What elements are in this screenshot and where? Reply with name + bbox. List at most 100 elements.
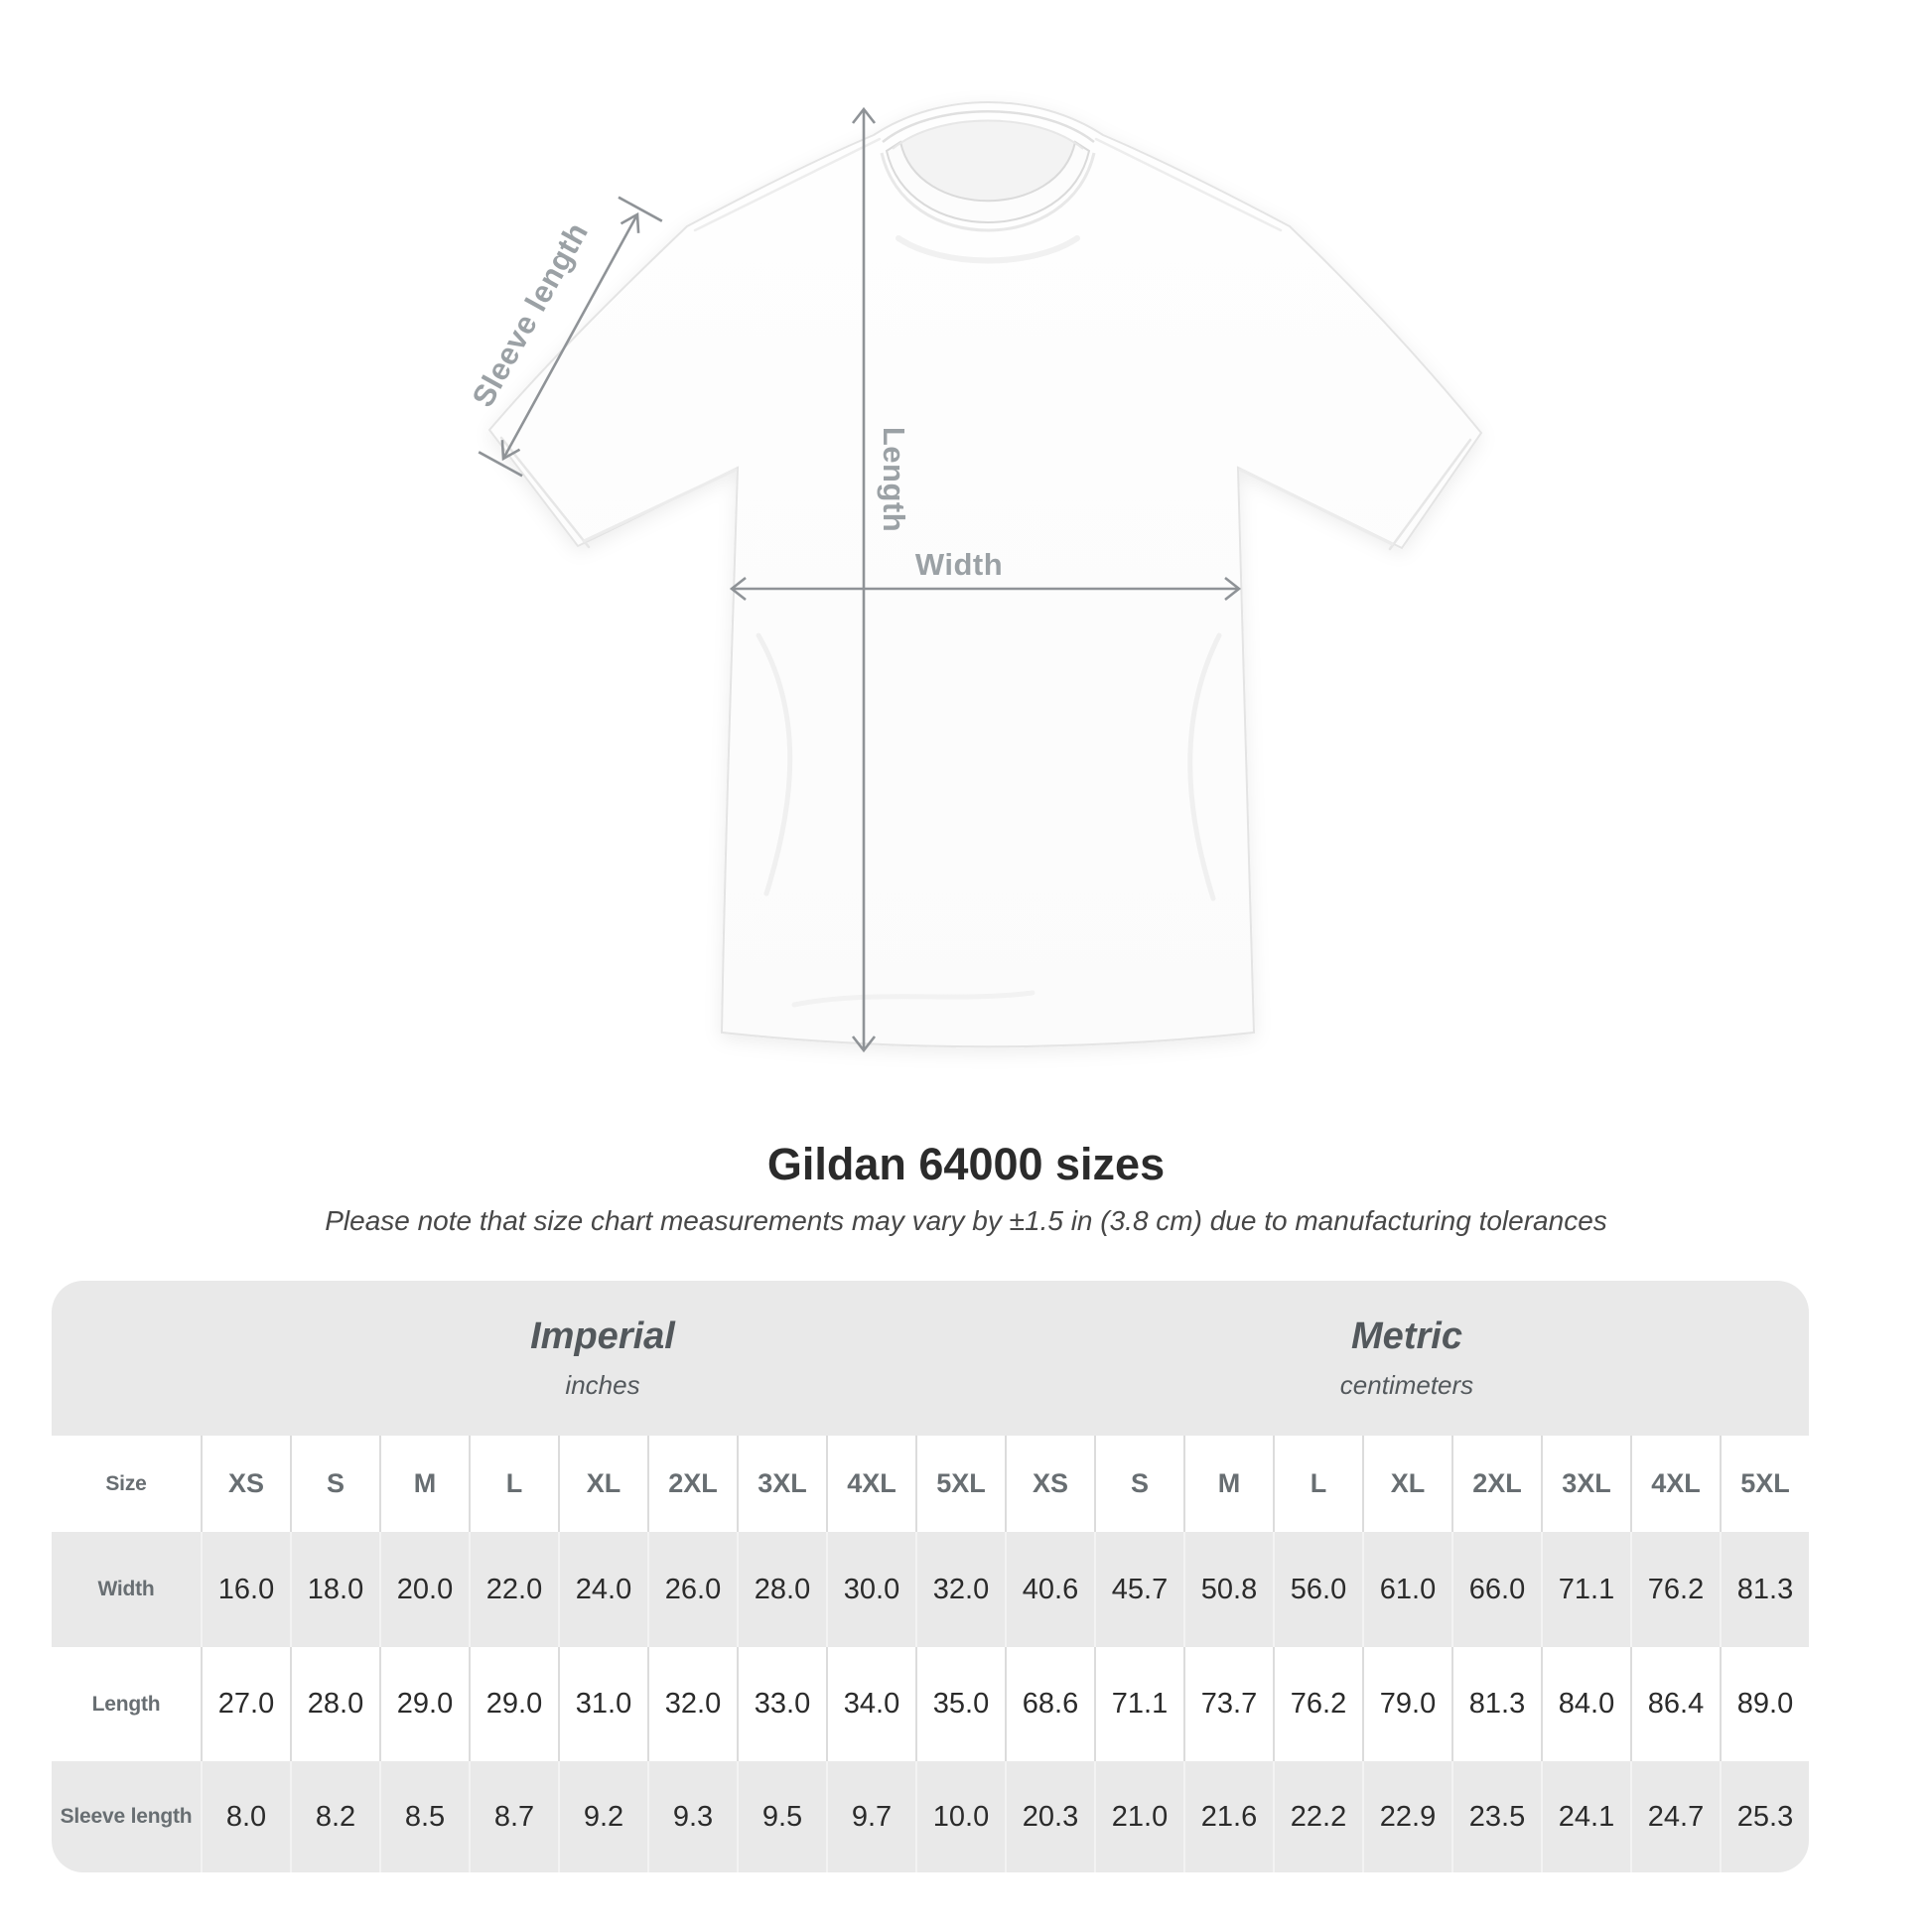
size-col-header: XS — [201, 1436, 290, 1532]
value-cell: 76.2 — [1273, 1647, 1362, 1761]
value-cell: 61.0 — [1362, 1532, 1451, 1647]
value-cell: 10.0 — [915, 1761, 1005, 1872]
tshirt-figure: Sleeve length Length Width — [465, 101, 1483, 1053]
value-cell: 56.0 — [1273, 1532, 1362, 1647]
metric-title: Metric — [1351, 1315, 1462, 1357]
value-cell: 24.7 — [1630, 1761, 1720, 1872]
value-cell: 28.0 — [737, 1532, 826, 1647]
value-cell: 8.7 — [469, 1761, 558, 1872]
size-table: Imperial inches Metric centimeters Size … — [52, 1281, 1809, 1872]
value-cell: 9.5 — [737, 1761, 826, 1872]
value-cell: 22.2 — [1273, 1761, 1362, 1872]
shirt-seams — [499, 137, 1472, 1008]
value-cell: 23.5 — [1451, 1761, 1541, 1872]
size-col-header: XL — [558, 1436, 647, 1532]
value-cell: 21.0 — [1094, 1761, 1183, 1872]
value-cell: 89.0 — [1720, 1647, 1809, 1761]
value-cell: 9.3 — [647, 1761, 737, 1872]
size-col-header: XL — [1362, 1436, 1451, 1532]
length-arrow: Length — [851, 106, 911, 1053]
value-cell: 71.1 — [1094, 1647, 1183, 1761]
value-cell: 32.0 — [915, 1532, 1005, 1647]
page-title: Gildan 64000 sizes — [766, 1139, 1166, 1189]
heading-block: Gildan 64000 sizes Please note that size… — [0, 1138, 1932, 1237]
value-cell: 84.0 — [1541, 1647, 1630, 1761]
size-col-header: 4XL — [826, 1436, 915, 1532]
unit-band: Imperial inches Metric centimeters — [52, 1281, 1809, 1436]
value-cell: 81.3 — [1451, 1647, 1541, 1761]
value-cell: 27.0 — [201, 1647, 290, 1761]
value-cell: 40.6 — [1005, 1532, 1094, 1647]
size-col-header: M — [1183, 1436, 1273, 1532]
length-label: Length — [877, 427, 911, 532]
value-cell: 8.0 — [201, 1761, 290, 1872]
tshirt-illustration — [487, 101, 1483, 1048]
value-cell: 79.0 — [1362, 1647, 1451, 1761]
size-col-header: 3XL — [737, 1436, 826, 1532]
size-col-header: S — [290, 1436, 379, 1532]
table-row-width: Width 16.0 18.0 20.0 22.0 24.0 26.0 28.0… — [52, 1532, 1809, 1647]
row-label: Sleeve length — [60, 1805, 193, 1828]
unit-group-metric: Metric centimeters — [1005, 1281, 1809, 1436]
value-cell: 86.4 — [1630, 1647, 1720, 1761]
value-cell: 8.2 — [290, 1761, 379, 1872]
size-col-header: 4XL — [1630, 1436, 1720, 1532]
value-cell: 31.0 — [558, 1647, 647, 1761]
imperial-title: Imperial — [530, 1315, 675, 1357]
value-cell: 20.3 — [1005, 1761, 1094, 1872]
page-subtitle: Please note that size chart measurements… — [325, 1205, 1607, 1236]
value-cell: 25.3 — [1720, 1761, 1809, 1872]
value-cell: 26.0 — [647, 1532, 737, 1647]
value-cell: 66.0 — [1451, 1532, 1541, 1647]
table-row-sleeve-length: Sleeve length 8.0 8.2 8.5 8.7 9.2 9.3 9.… — [52, 1761, 1809, 1872]
value-cell: 20.0 — [379, 1532, 469, 1647]
value-cell: 8.5 — [379, 1761, 469, 1872]
value-cell: 35.0 — [915, 1647, 1005, 1761]
value-cell: 24.1 — [1541, 1761, 1630, 1872]
value-cell: 28.0 — [290, 1647, 379, 1761]
value-cell: 29.0 — [379, 1647, 469, 1761]
row-label: Length — [91, 1692, 161, 1716]
row-label: Width — [97, 1578, 155, 1600]
value-cell: 24.0 — [558, 1532, 647, 1647]
size-col-header: 3XL — [1541, 1436, 1630, 1532]
imperial-unit: inches — [565, 1370, 640, 1400]
value-cell: 29.0 — [469, 1647, 558, 1761]
unit-group-imperial: Imperial inches — [201, 1281, 1005, 1436]
value-cell: 30.0 — [826, 1532, 915, 1647]
value-cell: 50.8 — [1183, 1532, 1273, 1647]
value-cell: 9.2 — [558, 1761, 647, 1872]
size-col-header: L — [1273, 1436, 1362, 1532]
value-cell: 81.3 — [1720, 1532, 1809, 1647]
size-col-header: 5XL — [1720, 1436, 1809, 1532]
value-cell: 76.2 — [1630, 1532, 1720, 1647]
size-col-header: 2XL — [1451, 1436, 1541, 1532]
size-col-header: S — [1094, 1436, 1183, 1532]
value-cell: 22.9 — [1362, 1761, 1451, 1872]
value-cell: 32.0 — [647, 1647, 737, 1761]
value-cell: 18.0 — [290, 1532, 379, 1647]
value-cell: 68.6 — [1005, 1647, 1094, 1761]
size-col-header: 5XL — [915, 1436, 1005, 1532]
size-col-header: M — [379, 1436, 469, 1532]
width-arrow: Width — [729, 547, 1242, 602]
size-col-header: XS — [1005, 1436, 1094, 1532]
value-cell: 16.0 — [201, 1532, 290, 1647]
size-col-header: 2XL — [647, 1436, 737, 1532]
corner-label: Size — [105, 1471, 147, 1495]
size-col-header: L — [469, 1436, 558, 1532]
metric-unit: centimeters — [1339, 1370, 1474, 1400]
value-cell: 73.7 — [1183, 1647, 1273, 1761]
table-row-length: Length 27.0 28.0 29.0 29.0 31.0 32.0 33.… — [52, 1647, 1809, 1761]
value-cell: 71.1 — [1541, 1532, 1630, 1647]
value-cell: 22.0 — [469, 1532, 558, 1647]
width-label: Width — [915, 547, 1003, 582]
size-header-row: Size XS S M L XL 2XL 3XL 4XL 5XL XS S M … — [52, 1436, 1809, 1532]
value-cell: 9.7 — [826, 1761, 915, 1872]
value-cell: 33.0 — [737, 1647, 826, 1761]
collar — [880, 110, 1096, 232]
value-cell: 34.0 — [826, 1647, 915, 1761]
value-cell: 21.6 — [1183, 1761, 1273, 1872]
value-cell: 45.7 — [1094, 1532, 1183, 1647]
